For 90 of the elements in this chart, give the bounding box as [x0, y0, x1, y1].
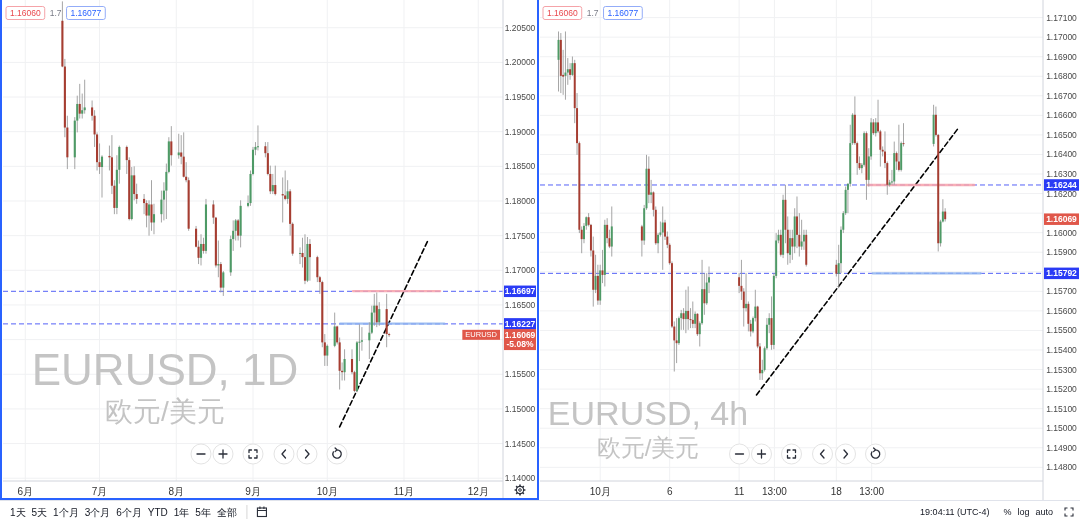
- candlestick: [378, 301, 381, 327]
- text: auto: [1035, 507, 1054, 517]
- candlestick: [326, 344, 329, 367]
- y-tick-label: 1.14500: [504, 438, 536, 449]
- x-tick-label: 6: [666, 485, 673, 497]
- text: 5天: [31, 506, 48, 518]
- text: 19:04:11 (UTC-4): [920, 507, 990, 517]
- ref-line-label: 1.15792: [1046, 268, 1078, 279]
- y-tick-label: 1.18000: [504, 195, 536, 206]
- text: log: [1017, 507, 1030, 517]
- y-tick-label: 1.20500: [504, 22, 536, 33]
- y-tick-label: 1.15500: [504, 369, 536, 380]
- annotation: 1.16060: [10, 8, 41, 18]
- x-tick-label: 7月: [91, 485, 108, 497]
- y-tick-label: 1.15000: [1046, 423, 1078, 434]
- annotation: 1.16060: [547, 8, 578, 18]
- y-tick-label: 1.14900: [1046, 442, 1078, 453]
- candlestick: [256, 125, 259, 151]
- text: 1个月: [53, 506, 79, 518]
- text: EURUSD, 1D: [31, 345, 299, 394]
- text: 5年: [195, 506, 211, 518]
- x-tick-label: 13:00: [859, 485, 885, 497]
- candlestick: [150, 179, 153, 232]
- candlestick: [170, 125, 173, 167]
- y-tick-label: 1.14000: [504, 473, 536, 484]
- x-tick-label: 18: [830, 485, 843, 497]
- y-tick-label: 1.18500: [504, 161, 536, 172]
- y-tick-label: 1.15100: [1046, 403, 1078, 414]
- y-tick-label: 1.17000: [1046, 32, 1078, 43]
- y-tick-label: 1.19500: [504, 92, 536, 103]
- y-tick-label: 1.15200: [1046, 384, 1078, 395]
- text: %: [1003, 507, 1012, 517]
- y-tick-label: 1.16900: [1046, 51, 1078, 62]
- candlestick: [83, 79, 86, 115]
- candlestick: [274, 165, 277, 196]
- text: 3个月: [84, 506, 111, 518]
- candlestick: [133, 165, 136, 201]
- annotation: 1.16077: [607, 8, 639, 18]
- x-tick-label: 8月: [168, 485, 185, 497]
- y-tick-label: 1.20000: [504, 57, 536, 68]
- candlestick: [177, 133, 180, 160]
- y-tick-label: 1.16800: [1046, 71, 1078, 82]
- y-tick-label: 1.16300: [1046, 169, 1078, 180]
- y-tick-label: 1.15600: [1046, 305, 1078, 316]
- y-tick-label: 1.15400: [1046, 345, 1078, 355]
- x-tick-label: 13:00: [761, 485, 788, 497]
- x-tick-label: 11月: [393, 485, 415, 497]
- y-tick-label: 1.14800: [1046, 462, 1078, 473]
- y-tick-label: 1.15700: [1046, 286, 1078, 297]
- y-tick-label: 1.16200: [1046, 188, 1078, 199]
- text: 全部: [216, 506, 237, 518]
- candlestick: [303, 233, 307, 285]
- y-tick-label: 1.17100: [1046, 12, 1078, 23]
- y-tick-label: 1.15500: [1046, 325, 1078, 336]
- ref-line-label: 1.16227: [504, 318, 536, 329]
- y-tick-label: 1.16400: [1046, 149, 1078, 160]
- y-tick-label: 1.15000: [504, 403, 536, 414]
- text: -5.08%: [506, 339, 534, 350]
- y-tick-label: 1.17500: [504, 230, 536, 241]
- candlestick: [182, 131, 185, 178]
- text: 1.16069: [504, 329, 536, 340]
- text: EURUSD, 4h: [547, 394, 749, 432]
- ref-line-label: 1.16244: [1046, 179, 1078, 190]
- x-tick-label: 10月: [316, 485, 338, 497]
- x-tick-label: 11: [733, 485, 745, 497]
- x-tick-label: 6月: [17, 485, 34, 497]
- annotation: 1.7: [49, 8, 62, 18]
- text: YTD: [147, 506, 168, 518]
- y-tick-label: 1.16700: [1046, 90, 1078, 101]
- annotation: 1.7: [586, 8, 599, 18]
- text: 1年: [173, 506, 190, 518]
- y-tick-label: 1.16000: [1046, 227, 1078, 238]
- y-tick-label: 1.15300: [1046, 364, 1078, 375]
- text: 1.16069: [1046, 214, 1078, 225]
- y-tick-label: 1.16500: [1046, 129, 1078, 140]
- text: 欧元/美元: [105, 396, 225, 427]
- candlestick: [222, 270, 225, 297]
- y-tick-label: 1.17000: [504, 265, 536, 276]
- text: 6个月: [116, 506, 142, 518]
- y-tick-label: 1.19000: [504, 126, 536, 137]
- text: 欧元/美元: [596, 434, 700, 461]
- annotation: 1.16077: [70, 8, 102, 18]
- text: 1天: [10, 506, 26, 518]
- y-tick-label: 1.16600: [1046, 110, 1078, 121]
- x-tick-label: 9月: [245, 485, 261, 497]
- x-tick-label: 12月: [467, 485, 489, 497]
- y-tick-label: 1.15900: [1046, 247, 1078, 258]
- ref-line-label: 1.16697: [504, 286, 536, 297]
- x-tick-label: 10月: [589, 485, 611, 497]
- y-tick-label: 1.16500: [504, 299, 536, 310]
